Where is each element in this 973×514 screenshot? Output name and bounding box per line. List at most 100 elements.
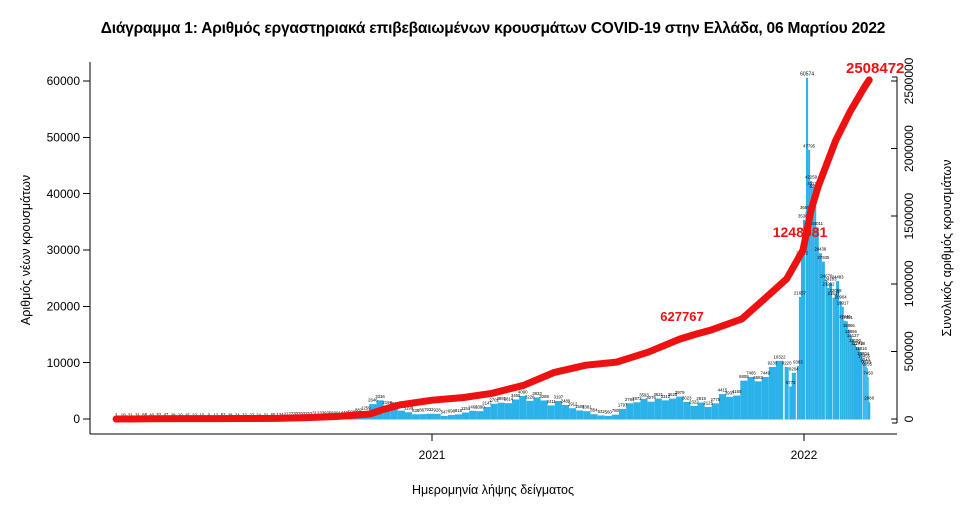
y-right-tick-label: 1000000 xyxy=(902,260,916,307)
bar-value-label: 47 xyxy=(164,412,169,417)
bar xyxy=(476,411,484,420)
bar-value-label: 23262 xyxy=(823,282,836,287)
bar xyxy=(733,395,741,420)
bar xyxy=(847,329,850,420)
bar xyxy=(853,344,856,420)
bar xyxy=(808,149,811,420)
bar-value-label: 1460 xyxy=(468,404,478,409)
bar xyxy=(761,377,769,420)
bar xyxy=(697,402,705,420)
bar-value-label: 3465 xyxy=(511,393,521,398)
bar-value-label: 5772 xyxy=(786,380,796,385)
bar-value-label: 21657 xyxy=(794,291,807,296)
bar-value-label: 928 xyxy=(434,407,442,412)
bar xyxy=(540,400,548,420)
bar-value-label: 2147 xyxy=(482,400,492,405)
bar-value-label: 20904 xyxy=(835,295,848,300)
y-right-axis-line xyxy=(892,76,898,424)
bar-value-label: 13190 xyxy=(849,338,862,343)
bar-value-label: 632 xyxy=(598,409,606,414)
cumulative-milestone-label: 1248981 xyxy=(773,224,828,240)
bar-value-label: 1508 xyxy=(575,404,585,409)
bar-value-label: 22 xyxy=(192,412,197,417)
bar-value-label: 7449 xyxy=(761,371,771,376)
bar-value-label: 10904 xyxy=(857,351,870,356)
bar-value-label: 391 xyxy=(334,410,342,415)
bar-value-label: 9740 xyxy=(860,358,870,363)
bar xyxy=(626,403,634,420)
bar xyxy=(668,398,677,420)
bar xyxy=(561,404,570,420)
bar-value-label: 21547 xyxy=(828,291,841,296)
bar-value-label: 9383 xyxy=(793,360,803,365)
y-left-tick-label: 10000 xyxy=(47,356,81,370)
bar xyxy=(397,410,405,420)
bar-value-label: 47795 xyxy=(803,143,816,148)
bar-value-label: 3197 xyxy=(554,395,564,400)
y-right-tick-label: 2000000 xyxy=(902,125,916,172)
bar xyxy=(862,357,864,420)
bar-value-label: 9 xyxy=(208,412,211,417)
bar-value-label: 1797 xyxy=(618,402,628,407)
bar xyxy=(611,414,620,420)
bar-value-label: 3316 xyxy=(375,394,385,399)
bar-value-label: 15 xyxy=(185,412,190,417)
bar-value-label: 312 xyxy=(312,411,320,416)
bar xyxy=(798,297,801,420)
bar-value-label: 24103 xyxy=(825,277,838,282)
bar-value-label: 547 xyxy=(441,409,449,414)
bar-value-label: 9230 xyxy=(768,361,778,366)
bar xyxy=(841,306,844,420)
bar-value-label: 65 xyxy=(271,412,276,417)
bar xyxy=(810,180,813,420)
bar xyxy=(796,366,799,420)
y-left-tick-label: 0 xyxy=(73,412,80,426)
cumulative-milestone-label: 2508472 xyxy=(846,60,904,77)
bar-value-label: 1912 xyxy=(568,402,578,407)
y-left-tick-label: 60000 xyxy=(47,74,81,88)
bar xyxy=(843,320,846,420)
bar-value-label: 3228 xyxy=(525,394,535,399)
bar xyxy=(683,401,691,420)
bar xyxy=(447,415,455,420)
bar-value-labels-group: 3 10 31 31 68 40 52 47 28 10 15 22 10 9 12 52 28 24 32 27 24… xyxy=(115,71,875,417)
bar-value-label: 882 xyxy=(355,408,363,413)
bar xyxy=(497,402,505,420)
bar-value-label: 15866 xyxy=(843,323,856,328)
bar-value-label: 6682 xyxy=(753,375,763,380)
bar-value-label: 9220 xyxy=(782,361,792,366)
bar-value-label: 42259 xyxy=(805,174,818,179)
bar xyxy=(754,381,762,420)
annotations-group: 627767 1248981 2508472 xyxy=(660,60,904,324)
y-right-tick-label: 2500000 xyxy=(902,57,916,104)
bar xyxy=(462,412,470,420)
bar xyxy=(404,412,413,420)
bar-value-label: 27 xyxy=(249,412,254,417)
bar-value-label: 2489 xyxy=(561,399,571,404)
bar xyxy=(865,366,867,420)
bar-value-label: 28 xyxy=(228,412,233,417)
bar-value-label: 1199 xyxy=(404,406,414,411)
bar xyxy=(740,380,748,420)
bar-value-label: 2198 xyxy=(382,400,392,405)
bar-value-label: 3621 xyxy=(654,392,664,397)
bar-value-label: 4090 xyxy=(518,390,528,395)
bar xyxy=(815,227,819,420)
bar-value-label: 7465 xyxy=(746,370,756,375)
bars-group xyxy=(112,77,871,420)
bar-value-label: 32 xyxy=(242,412,247,417)
bar-value-label: 1151 xyxy=(461,406,471,411)
bar-value-label: 217 xyxy=(284,411,292,416)
bar xyxy=(821,261,825,420)
bar xyxy=(827,287,830,420)
bar xyxy=(661,400,669,420)
bar-value-label: 28 xyxy=(171,412,176,417)
bar xyxy=(839,301,842,420)
bar-value-label: 31 xyxy=(264,412,269,417)
bar xyxy=(383,406,391,420)
bar xyxy=(640,398,648,420)
bar-value-label: 4415 xyxy=(718,388,728,393)
bar-value-label: 932 xyxy=(426,407,434,412)
